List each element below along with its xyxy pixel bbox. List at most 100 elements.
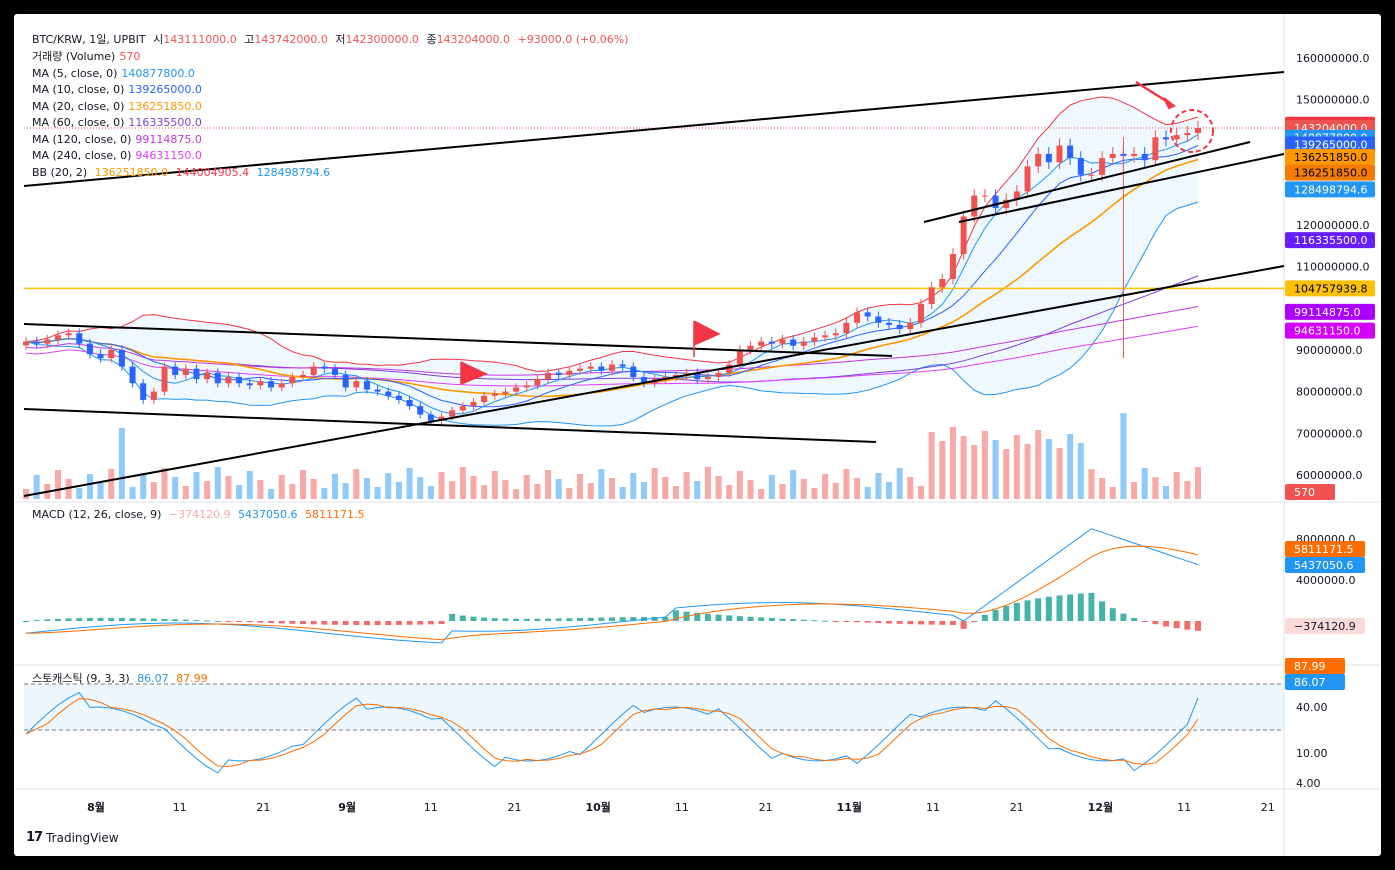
macd-hist-bar [204,620,211,622]
tradingview-brand[interactable]: 17 TradingView [26,830,119,845]
volume-bar [193,472,200,499]
price-axis-label: 150000000.0 [1296,94,1369,107]
macd-signal-line [25,545,1199,641]
price-tag: 136251850.0 [1294,151,1367,164]
candle-body [129,366,136,384]
macd-hist-bar [555,618,562,621]
candle-body [981,195,988,197]
macd-hist-bar [1024,600,1031,621]
candle-body [768,341,775,344]
candle-body [598,366,605,371]
candle-body [864,312,871,317]
candle-body [758,341,765,346]
volume-bar [1088,469,1095,499]
flag-icon [460,361,488,385]
macd-hist-bar [182,619,189,621]
candle-body [257,381,264,386]
candle-body [1152,137,1159,161]
candle-body [459,406,466,411]
time-axis-label: 12월 [1088,800,1113,814]
candle-body [1184,133,1191,136]
volume-bar [694,481,701,499]
volume-bar [939,441,946,499]
macd-hist-bar [1131,617,1138,621]
volume-bar [491,471,498,499]
volume-bar [960,436,967,499]
candle-body [363,381,370,390]
price-axis-label: 80000000.0 [1296,386,1362,399]
trendline [923,141,1251,223]
candle-body [715,372,722,378]
volume-bar [1003,449,1010,499]
price-tag-bg [1285,280,1375,297]
macd-hist-bar [310,621,317,625]
macd-hist-bar [886,621,893,624]
macd-hist-bar [321,621,328,625]
volume-bar [427,486,434,499]
candle-body [385,391,392,396]
macd-hist-bar [449,613,456,621]
macd-hist-bar [1184,621,1191,630]
stoch-legend: 스토캐스틱 (9, 3, 3) 86.07 87.99 [32,671,212,688]
price-tag-bg [1285,232,1375,249]
macd-hist-bar [1077,593,1084,621]
time-axis-label: 11 [424,801,438,814]
candle-body [54,335,61,340]
volume-bar [811,488,818,499]
open-value: 143111000.0 [163,33,237,46]
legend-value: 116335500.0 [128,116,202,129]
chart-canvas[interactable]: 160000000.0 150000000.0 120000000.0 1100000… [14,14,1381,856]
header-legend: BTC/KRW, 1일, UPBIT 시143111000.0 고1437420… [32,32,633,49]
candle-body [438,416,445,421]
candle-body [609,364,615,371]
candle-body [449,410,456,417]
price-axis-label: 120000000.0 [1296,219,1369,232]
volume-bar [1109,487,1116,499]
change-value: +93000.0 (+0.06%) [517,33,629,46]
candle-body [193,368,200,380]
volume-bar [896,468,903,499]
legend-label: MA (5, close, 0) [32,66,118,80]
candle-body [225,377,232,384]
candle-body [310,366,317,375]
volume-bar [630,473,637,499]
volume-bar [854,478,861,499]
bb-upper-value: 144004905.4 [175,166,250,179]
macd-hist-bar [1003,606,1010,621]
macd-hist-bar [662,616,669,621]
volume-bar [289,484,296,499]
volume-bar [1067,434,1074,499]
volume-bar [704,467,711,499]
price-axis-label: 60000000.0 [1296,469,1362,482]
legend-row: MA (5, close, 0) 140877800.0 [32,66,206,83]
macd-axis-label: 4000000.0 [1296,574,1356,587]
candle-body [1003,199,1010,209]
stoch-band-fill [24,684,1284,730]
legend-row: 거래량 (Volume) 570 [32,49,206,66]
legend-label: MA (60, close, 0) [32,116,125,129]
candle-body [1163,137,1170,140]
volume-bar [246,471,253,499]
macd-hist-bar [971,621,978,622]
candle-body [118,349,125,367]
candle-body [1067,145,1074,159]
price-tag: 94631150.0 [1294,325,1360,338]
stoch-d-line [25,698,1199,767]
volume-bar [651,468,658,499]
macd-hist-bar [470,616,477,621]
volume-bar [832,483,839,499]
macd-hist-bar [800,619,807,621]
price-tag-bg [1285,149,1375,166]
price-axis-label: 90000000.0 [1296,344,1362,357]
time-axis-label: 21 [508,801,522,814]
volume-bar [1173,472,1180,499]
macd-hist-bar [353,621,360,626]
arrow-head-icon [1163,97,1176,110]
time-axis-label: 11 [1177,801,1191,814]
macd-signal-value: 5811171.5 [305,508,365,521]
low-value: 142300000.0 [345,33,419,46]
candle-body [917,304,924,323]
time-axis-label: 21 [1010,801,1024,814]
candle-body [502,391,509,394]
volume-bar [1195,467,1201,499]
